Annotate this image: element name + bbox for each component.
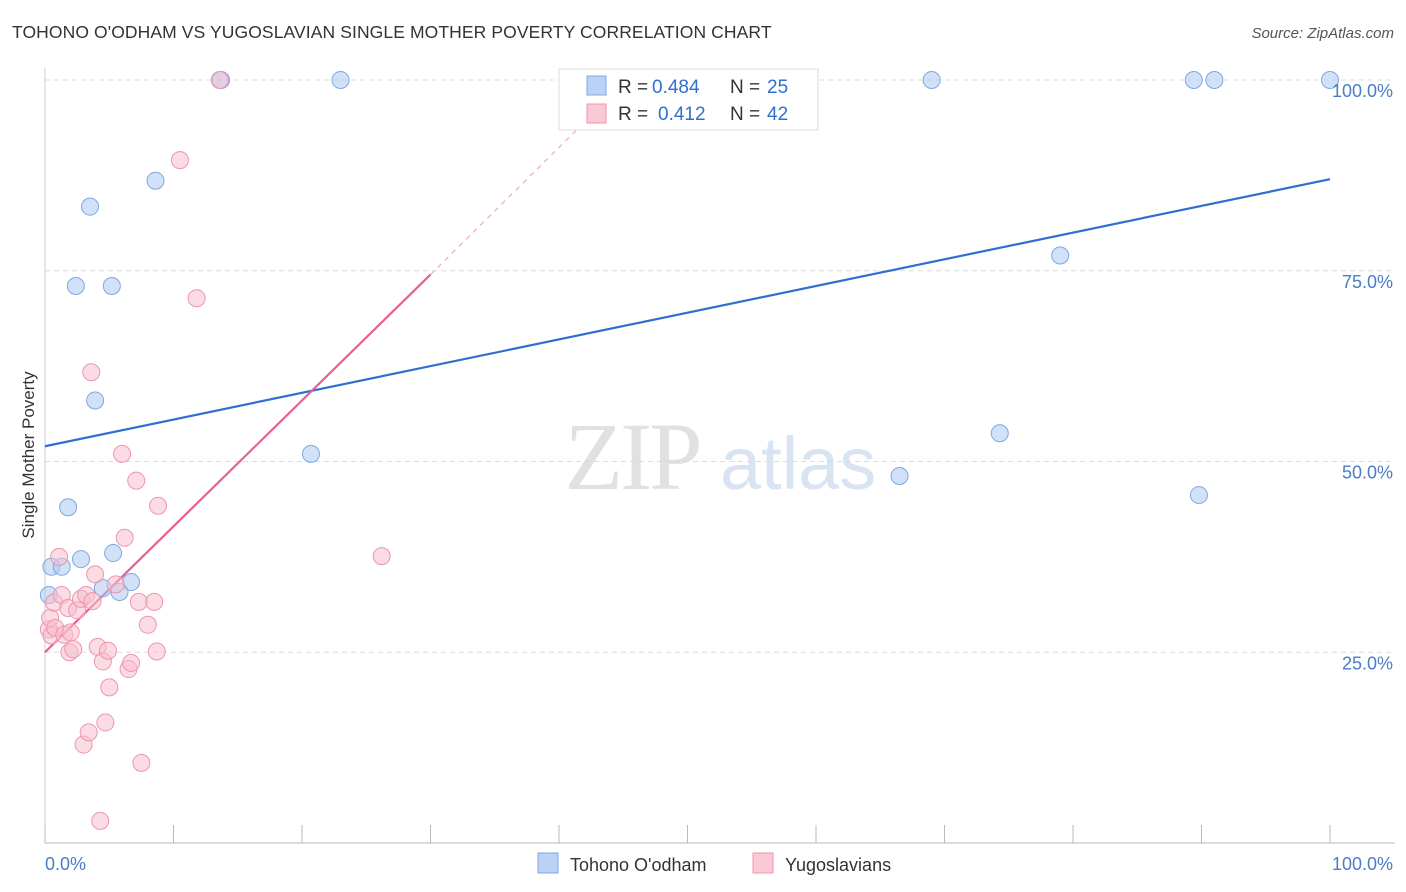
data-point bbox=[170, 151, 189, 170]
data-point bbox=[210, 71, 229, 89]
trend-lines bbox=[44, 121, 1331, 654]
data-points bbox=[39, 71, 1339, 830]
data-point bbox=[61, 623, 80, 642]
watermark-atlas: atlas bbox=[720, 422, 876, 505]
data-point bbox=[129, 592, 148, 611]
data-point bbox=[1184, 71, 1203, 89]
grid-lines bbox=[45, 79, 1395, 653]
data-point bbox=[104, 544, 123, 563]
axes bbox=[44, 68, 1395, 844]
data-point bbox=[50, 547, 69, 566]
legend-n-value-2: 42 bbox=[767, 104, 788, 125]
series-legend-label-tohono: Tohono O'odham bbox=[570, 855, 707, 875]
data-point bbox=[138, 615, 157, 634]
y-tick-label-2: 75.0% bbox=[1342, 272, 1393, 292]
legend-r-value-1: 0.484 bbox=[652, 77, 700, 98]
data-point bbox=[990, 424, 1009, 443]
legend-r-label-2: R = bbox=[618, 104, 648, 125]
y-tick-labels: 25.0% 50.0% 75.0% 100.0% bbox=[1332, 81, 1393, 673]
series-points-tohono bbox=[39, 71, 1339, 605]
y-axis-label: Single Mother Poverty bbox=[19, 371, 38, 539]
trend-line-extension-yugoslavians bbox=[430, 121, 586, 275]
watermark: ZIP atlas bbox=[565, 403, 877, 510]
chart-title: TOHONO O'ODHAM VS YUGOSLAVIAN SINGLE MOT… bbox=[12, 22, 772, 42]
data-point bbox=[66, 277, 85, 296]
data-point bbox=[86, 391, 105, 410]
data-point bbox=[1321, 71, 1339, 89]
series-legend-swatch-tohono bbox=[537, 852, 559, 874]
series-legend: Tohono O'odham Yugoslavians bbox=[537, 852, 891, 875]
series-legend-label-yugoslavians: Yugoslavians bbox=[785, 855, 891, 875]
data-point bbox=[149, 496, 168, 515]
data-point bbox=[102, 277, 121, 296]
data-point bbox=[1189, 486, 1208, 505]
data-point bbox=[98, 641, 117, 660]
data-point bbox=[331, 71, 350, 89]
data-point bbox=[96, 713, 115, 732]
data-point bbox=[372, 547, 391, 566]
data-point bbox=[106, 575, 125, 594]
correlation-legend: R = 0.484 N = 25 R = 0.412 N = 42 bbox=[558, 68, 819, 131]
data-point bbox=[1051, 246, 1070, 265]
data-point bbox=[132, 753, 151, 772]
legend-n-label-1: N = bbox=[730, 77, 760, 98]
data-point bbox=[80, 197, 99, 216]
data-point bbox=[147, 642, 166, 661]
data-point bbox=[79, 723, 98, 742]
data-point bbox=[64, 640, 83, 659]
data-point bbox=[122, 573, 141, 592]
x-tick-label-max: 100.0% bbox=[1332, 854, 1393, 874]
data-point bbox=[82, 363, 101, 382]
watermark-zip: ZIP bbox=[565, 403, 700, 510]
legend-swatch-yugoslavians bbox=[586, 103, 607, 124]
data-point bbox=[1205, 71, 1224, 89]
data-point bbox=[187, 289, 206, 308]
y-tick-label-1: 50.0% bbox=[1342, 463, 1393, 483]
legend-n-value-1: 25 bbox=[767, 77, 788, 98]
data-point bbox=[127, 471, 146, 490]
x-tick-labels: 0.0% 100.0% bbox=[45, 854, 1393, 874]
series-legend-swatch-yugoslavians bbox=[752, 852, 774, 874]
trend-line-tohono bbox=[44, 178, 1331, 448]
series-points-yugoslavians bbox=[39, 71, 391, 830]
data-point bbox=[301, 444, 320, 463]
legend-r-label-1: R = bbox=[618, 77, 648, 98]
data-point bbox=[86, 565, 105, 584]
y-tick-label-3: 100.0% bbox=[1332, 81, 1393, 101]
x-tick-label-min: 0.0% bbox=[45, 854, 86, 874]
legend-n-label-2: N = bbox=[730, 104, 760, 125]
source-credit: Source: ZipAtlas.com bbox=[1251, 25, 1394, 42]
data-point bbox=[146, 171, 165, 190]
data-point bbox=[922, 71, 941, 89]
data-point bbox=[890, 466, 909, 485]
data-point bbox=[100, 678, 119, 697]
legend-r-value-2: 0.412 bbox=[658, 104, 706, 125]
data-point bbox=[59, 498, 78, 517]
data-point bbox=[83, 592, 102, 611]
data-point bbox=[91, 811, 110, 830]
data-point bbox=[122, 653, 141, 672]
data-point bbox=[113, 444, 132, 463]
data-point bbox=[115, 528, 134, 547]
data-point bbox=[145, 592, 164, 611]
legend-swatch-tohono bbox=[586, 75, 607, 96]
data-point bbox=[71, 550, 90, 569]
y-tick-label-0: 25.0% bbox=[1342, 653, 1393, 673]
